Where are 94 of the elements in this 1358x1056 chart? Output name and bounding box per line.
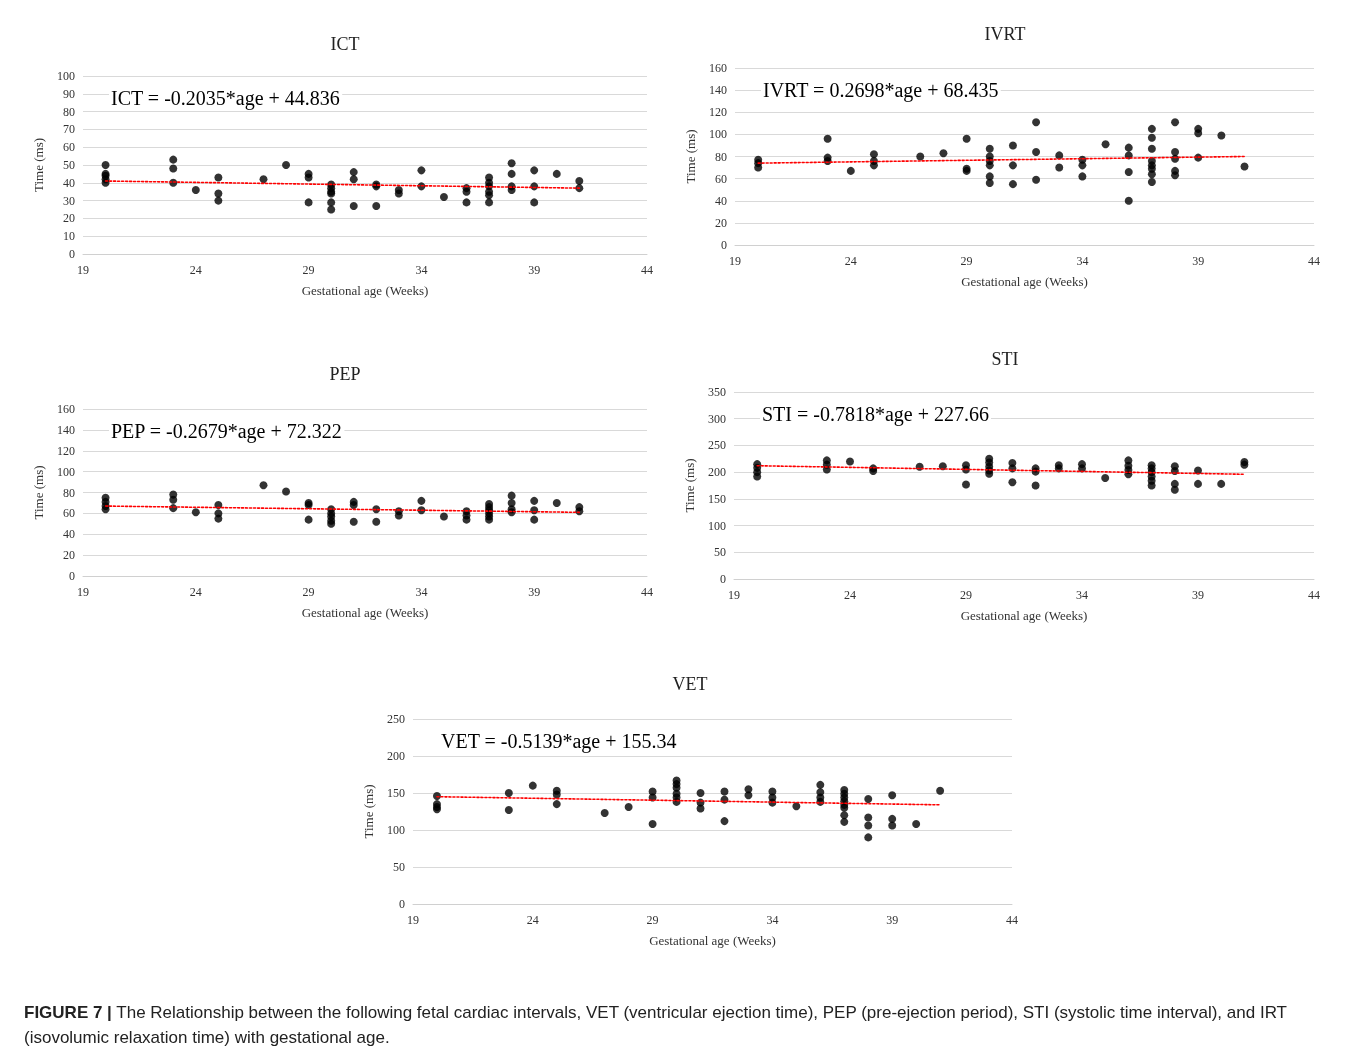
y-tick-label: 70 (63, 122, 75, 137)
y-tick-label: 90 (63, 86, 75, 101)
y-tick-label: 20 (63, 548, 75, 563)
x-tick-label: 44 (1308, 588, 1320, 602)
y-tick-label: 250 (387, 712, 405, 726)
x-tick-label: 29 (960, 588, 972, 602)
x-tick-label: 34 (415, 263, 428, 277)
x-tick-label: 29 (960, 254, 973, 268)
y-tick-label: 100 (57, 464, 75, 479)
y-tick-label: 60 (63, 506, 75, 521)
x-tick-label: 24 (844, 254, 857, 268)
y-tick-label: 20 (63, 211, 75, 226)
y-tick-label: 0 (720, 572, 726, 586)
y-tick-label: 250 (708, 438, 726, 453)
x-axis-title: Gestational age (Weeks) (301, 283, 429, 298)
y-tick-label: 50 (63, 158, 75, 172)
y-tick-label: 100 (387, 823, 405, 837)
y-tick-label: 350 (708, 385, 726, 399)
x-axis-title: Gestational age (Weeks) (961, 274, 1088, 289)
y-tick-label: 100 (57, 69, 75, 83)
y-tick-label: 80 (63, 104, 75, 119)
x-tick-label: 34 (1076, 588, 1088, 602)
annotation: PEP = -0.2679*age + 72.322 (111, 420, 342, 443)
x-tick-label: 29 (646, 913, 659, 927)
chart-title: ICT (330, 34, 360, 54)
x-axis-title: Gestational age (Weeks) (960, 608, 1088, 623)
x-tick-label: 19 (728, 588, 740, 602)
x-tick-label: 34 (415, 585, 428, 599)
y-tick-label: 60 (63, 140, 75, 155)
x-tick-label: 19 (77, 263, 89, 277)
x-tick-label: 39 (886, 913, 899, 927)
x-tick-label: 44 (641, 263, 653, 277)
y-tick-label: 80 (715, 149, 727, 164)
x-tick-label: 19 (729, 254, 741, 268)
annotation: ICT = -0.2035*age + 44.836 (111, 87, 340, 110)
x-tick-label: 39 (1192, 254, 1205, 268)
y-axis-title: Time (ms) (683, 129, 698, 184)
x-tick-label: 24 (189, 263, 202, 277)
x-tick-label: 44 (641, 585, 653, 599)
x-tick-label: 34 (1076, 254, 1089, 268)
y-tick-label: 150 (708, 491, 726, 506)
y-tick-label: 140 (57, 422, 75, 437)
caption: FIGURE 7 | The Relationship between the following fetal cardiac intervals, VET (ventricular ejection time), PEP (pre-ejection period), STI (systolic time interval), and IRT (isovolumic relaxation time) with gestational age. (24, 1002, 1288, 1049)
annotation: VET = -0.5139*age + 155.34 (441, 730, 677, 753)
chart-title: STI (991, 349, 1019, 369)
y-tick-label: 10 (63, 229, 75, 244)
annotation: IVRT = 0.2698*age + 68.435 (763, 79, 999, 102)
y-tick-label: 200 (708, 465, 726, 480)
y-tick-label: 80 (63, 485, 75, 500)
x-tick-label: 19 (407, 913, 419, 927)
y-tick-label: 40 (63, 527, 75, 542)
y-tick-label: 160 (57, 402, 75, 416)
chart-title: VET (672, 674, 708, 694)
y-axis-title: Time (ms) (31, 465, 46, 520)
y-tick-label: 100 (708, 518, 726, 533)
y-tick-label: 100 (709, 127, 727, 142)
y-tick-label: 60 (715, 171, 727, 186)
x-tick-label: 24 (844, 588, 856, 602)
y-tick-label: 40 (715, 193, 727, 208)
y-tick-label: 120 (709, 105, 727, 120)
x-tick-label: 39 (1192, 588, 1204, 602)
y-tick-label: 200 (387, 749, 405, 763)
y-tick-label: 50 (714, 545, 726, 560)
y-tick-label: 0 (69, 569, 75, 583)
x-tick-label: 39 (528, 263, 541, 277)
y-tick-label: 40 (63, 175, 75, 190)
y-axis-title: Time (ms) (361, 784, 376, 839)
y-tick-label: 140 (709, 83, 727, 98)
y-tick-label: 0 (69, 247, 75, 261)
y-axis-title: Time (ms) (682, 458, 697, 513)
y-axis-title: Time (ms) (31, 137, 46, 193)
annotation: STI = -0.7818*age + 227.66 (762, 403, 989, 426)
y-tick-label: 120 (57, 443, 75, 458)
x-tick-label: 24 (189, 585, 202, 599)
x-tick-label: 19 (77, 585, 89, 599)
x-tick-label: 44 (1308, 254, 1320, 268)
chart-title: PEP (329, 364, 361, 384)
y-tick-label: 0 (721, 238, 727, 252)
y-tick-label: 0 (399, 897, 405, 911)
x-tick-label: 29 (302, 585, 315, 599)
x-tick-label: 34 (766, 913, 779, 927)
y-tick-label: 160 (709, 61, 727, 75)
y-tick-label: 20 (715, 215, 727, 230)
x-tick-label: 39 (528, 585, 541, 599)
y-tick-label: 30 (63, 193, 75, 208)
x-axis-title: Gestational age (Weeks) (301, 605, 429, 620)
x-axis-title: Gestational age (Weeks) (649, 933, 776, 948)
x-tick-label: 24 (526, 913, 539, 927)
chart-title: IVRT (984, 24, 1026, 44)
y-tick-label: 150 (387, 786, 405, 800)
x-tick-label: 29 (302, 263, 315, 277)
y-tick-label: 50 (393, 860, 405, 874)
y-tick-label: 300 (708, 411, 726, 426)
x-tick-label: 44 (1006, 913, 1018, 927)
